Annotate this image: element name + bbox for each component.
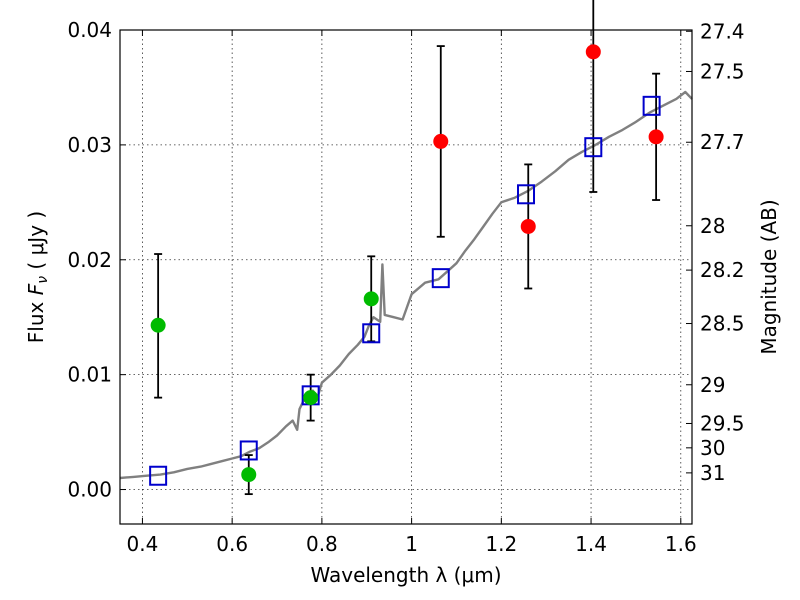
y2-tick-label: 30 bbox=[700, 436, 725, 460]
plot-frame bbox=[119, 29, 693, 525]
y-axis-title-symbol: F bbox=[24, 283, 48, 295]
x-tick-label: 0.6 bbox=[216, 532, 248, 556]
y2-tick-label: 28.2 bbox=[700, 258, 745, 282]
x-tick-label: 0.8 bbox=[306, 532, 338, 556]
y2-axis-title: Magnitude (AB) bbox=[757, 199, 781, 354]
y2-tick-label: 28.5 bbox=[700, 312, 745, 336]
y-tick-label: 0.00 bbox=[67, 478, 112, 502]
observed-point-green bbox=[303, 390, 319, 406]
model-spectrum-line bbox=[119, 90, 693, 480]
observed-point-red bbox=[648, 129, 664, 145]
y-tick-label: 0.03 bbox=[67, 133, 112, 157]
x-axis-title: Wavelength λ (μm) bbox=[310, 563, 501, 587]
data-series bbox=[119, 0, 693, 496]
axis-ticks: 0.4 0.6 0.8 1 1.2 1.4 1.6 0.00 0.01 0.02 0.03 0.04 2… bbox=[67, 18, 744, 556]
y2-tick-label: 28 bbox=[700, 214, 725, 238]
x-tick-label: 1.6 bbox=[665, 532, 697, 556]
model-photometry-square bbox=[239, 440, 258, 461]
y-axis-title-subscript: ν bbox=[35, 276, 51, 284]
observed-point-red bbox=[433, 133, 449, 149]
y-axis-title-prefix: Flux bbox=[24, 295, 48, 343]
y-tick-label: 0.02 bbox=[67, 248, 112, 272]
y-tick-label: 0.04 bbox=[67, 18, 112, 42]
x-tick-label: 1 bbox=[405, 532, 418, 556]
y2-tick-label: 27.5 bbox=[700, 59, 745, 83]
observed-point-red bbox=[585, 44, 601, 60]
y2-tick-label: 29 bbox=[700, 373, 725, 397]
model-photometry-square bbox=[362, 323, 381, 344]
y2-tick-label: 31 bbox=[700, 461, 725, 485]
x-tick-label: 1.4 bbox=[575, 532, 607, 556]
model-photometry-square bbox=[642, 95, 661, 116]
observed-point-green bbox=[363, 291, 379, 307]
y2-tick-label: 27.7 bbox=[700, 130, 745, 154]
y-axis-title: Flux Fν ( μJy ) bbox=[24, 211, 51, 343]
model-photometry-square bbox=[517, 184, 536, 205]
x-tick-label: 1.2 bbox=[485, 532, 517, 556]
model-photometry-square bbox=[584, 137, 603, 158]
observed-point-red bbox=[520, 218, 536, 234]
x-tick-label: 0.4 bbox=[127, 532, 159, 556]
y-tick-label: 0.01 bbox=[67, 363, 112, 387]
y2-tick-label: 27.4 bbox=[700, 19, 745, 43]
grid-lines bbox=[120, 29, 692, 524]
model-photometry-square bbox=[149, 465, 168, 486]
observed-point-green bbox=[150, 317, 166, 333]
y-axis-title-suffix: ( μJy ) bbox=[24, 211, 48, 276]
y2-tick-label: 29.5 bbox=[700, 411, 745, 435]
model-photometry-square bbox=[431, 268, 450, 289]
observed-point-green bbox=[241, 467, 257, 483]
